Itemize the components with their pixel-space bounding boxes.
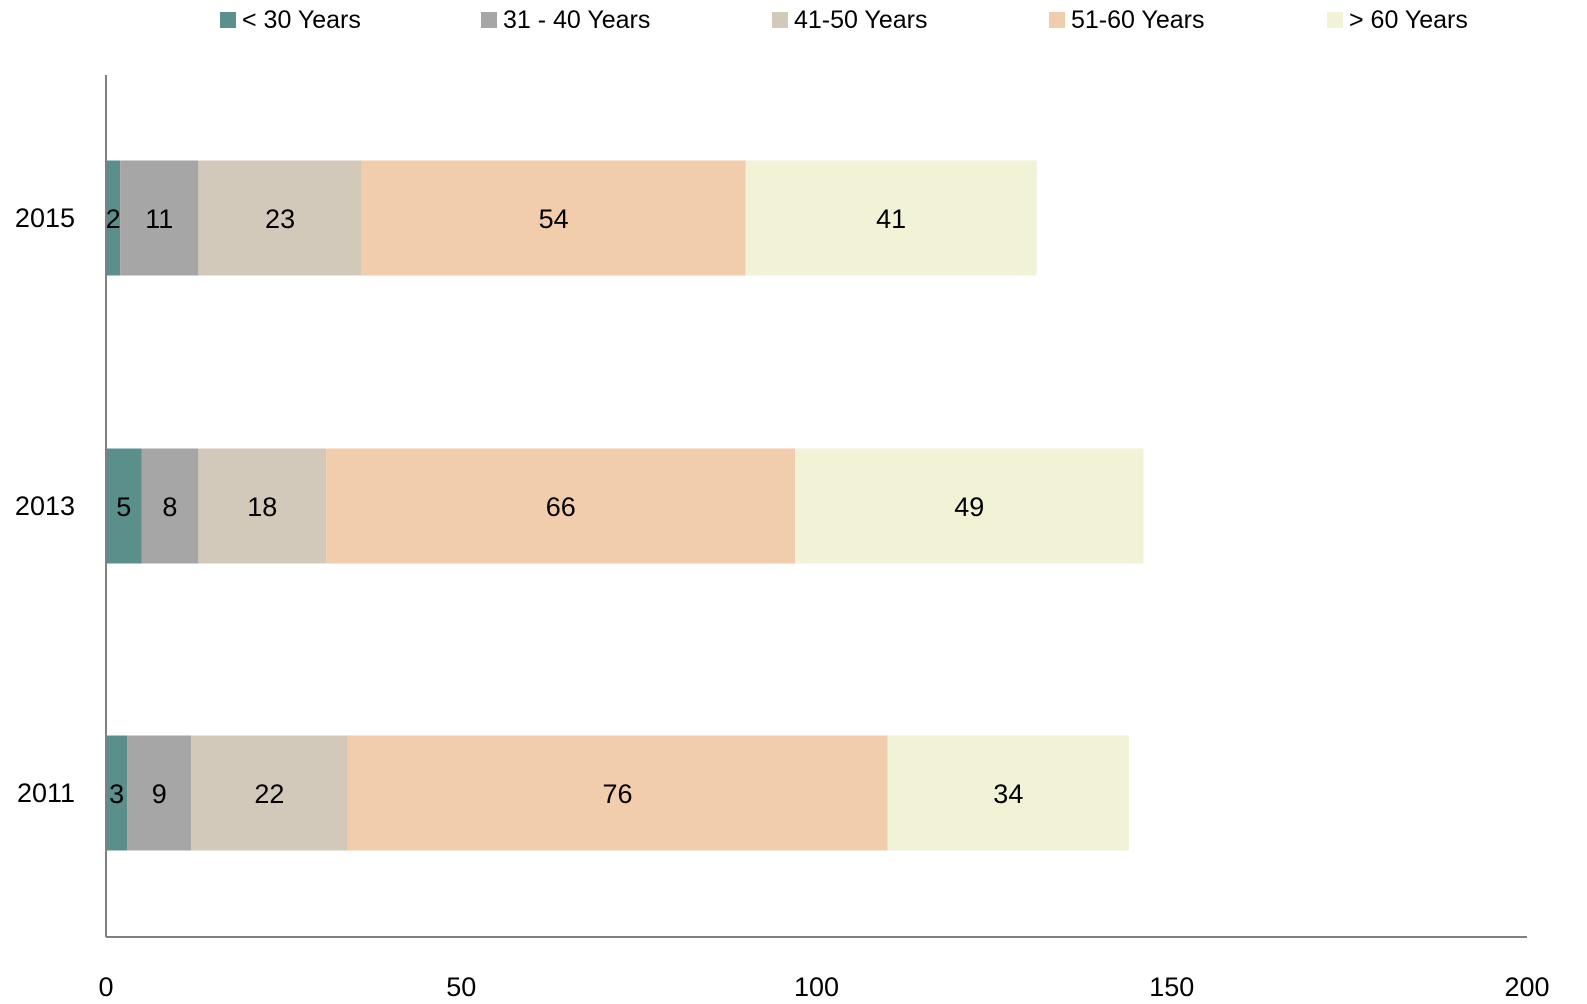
bars (106, 160, 1144, 851)
data-label: 54 (539, 204, 569, 234)
data-label: 34 (993, 779, 1023, 809)
data-labels: 2 11 23 54 41 5 8 18 66 49 3 9 22 76 34 (106, 204, 1024, 809)
data-label: 66 (546, 492, 576, 522)
data-label: 8 (162, 492, 177, 522)
y-tick-label: 2015 (15, 203, 75, 233)
data-label: 2 (106, 204, 121, 234)
x-tick-label: 150 (1149, 972, 1194, 1002)
data-label: 76 (603, 779, 633, 809)
x-tick-label: 50 (446, 972, 476, 1002)
legend-swatch (772, 12, 788, 28)
bar-segment (191, 735, 348, 851)
bar-segment (141, 448, 199, 564)
data-label: 23 (265, 204, 295, 234)
y-tick-label: 2011 (17, 778, 75, 808)
data-label: 22 (254, 779, 284, 809)
bar-segment (745, 160, 1037, 276)
legend-label: < 30 Years (242, 6, 361, 34)
bar-segment (361, 160, 746, 276)
x-tick-label: 100 (794, 972, 839, 1002)
bar-segment (887, 735, 1130, 851)
data-label: 5 (116, 492, 131, 522)
x-tick-label: 200 (1504, 972, 1549, 1002)
data-label: 9 (152, 779, 167, 809)
legend-label: > 60 Years (1349, 6, 1468, 34)
bar-segment (347, 735, 888, 851)
data-label: 3 (109, 779, 124, 809)
bar-segment (198, 448, 327, 564)
legend-swatch (1327, 12, 1343, 28)
legend-swatch (1049, 12, 1065, 28)
axes: 2015 2013 2011 0 50 100 150 200 (15, 75, 1550, 1002)
bar-segment (795, 448, 1144, 564)
x-tick-label: 0 (98, 972, 113, 1002)
legend-item: 31 - 40 Years (481, 6, 650, 34)
legend-item: 51-60 Years (1049, 6, 1204, 34)
bar-segment (106, 160, 121, 276)
bar-segment (198, 160, 362, 276)
data-label: 49 (954, 492, 984, 522)
legend-label: 31 - 40 Years (503, 6, 650, 34)
y-tick-label: 2013 (15, 491, 75, 521)
bar-segment (120, 160, 199, 276)
bar-segment (106, 735, 128, 851)
legend-swatch (220, 12, 236, 28)
legend: < 30 Years 31 - 40 Years 41-50 Years 51-60 … (220, 6, 1468, 34)
legend-item: < 30 Years (220, 6, 361, 34)
data-label: 18 (247, 492, 277, 522)
bar-segment (326, 448, 796, 564)
data-label: 41 (876, 204, 906, 234)
bar-segment (106, 448, 142, 564)
legend-swatch (481, 12, 497, 28)
legend-label: 51-60 Years (1071, 6, 1204, 34)
legend-item: > 60 Years (1327, 6, 1468, 34)
legend-item: 41-50 Years (772, 6, 927, 34)
bar-segment (127, 735, 192, 851)
legend-label: 41-50 Years (794, 6, 927, 34)
data-label: 11 (145, 204, 173, 234)
